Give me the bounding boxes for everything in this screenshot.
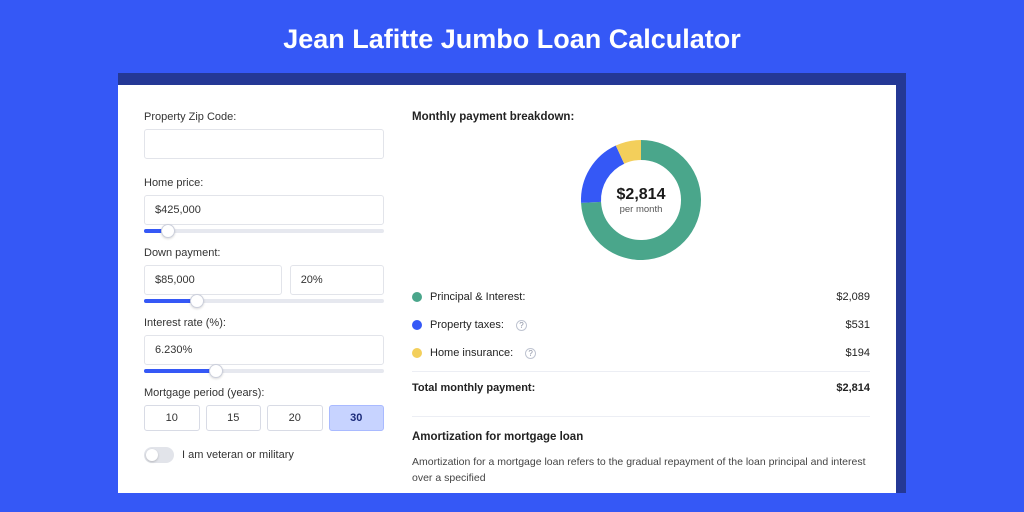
legend-dot-icon [412, 320, 422, 330]
period-option-10[interactable]: 10 [144, 405, 200, 431]
rate-input[interactable] [144, 335, 384, 365]
period-label: Mortgage period (years): [144, 387, 384, 399]
legend-amount: $2,089 [836, 291, 870, 303]
zip-label: Property Zip Code: [144, 111, 384, 123]
payment-donut-chart: $2,814 per month [576, 135, 706, 265]
page-title: Jean Lafitte Jumbo Loan Calculator [0, 0, 1024, 73]
legend-label: Principal & Interest: [430, 291, 525, 303]
legend-dot-icon [412, 348, 422, 358]
breakdown-title: Monthly payment breakdown: [412, 111, 870, 123]
period-option-30[interactable]: 30 [329, 405, 385, 431]
legend-amount: $531 [846, 319, 870, 331]
price-input[interactable] [144, 195, 384, 225]
price-label: Home price: [144, 177, 384, 189]
zip-input[interactable] [144, 129, 384, 159]
amortization-title: Amortization for mortgage loan [412, 431, 870, 443]
down-label: Down payment: [144, 247, 384, 259]
period-options: 10152030 [144, 405, 384, 431]
legend-label: Property taxes: [430, 319, 504, 331]
info-icon[interactable]: ? [516, 320, 527, 331]
legend-dot-icon [412, 292, 422, 302]
legend-row: Property taxes:? $531 [412, 311, 870, 339]
donut-sub: per month [620, 204, 663, 215]
legend-label: Home insurance: [430, 347, 513, 359]
period-option-20[interactable]: 20 [267, 405, 323, 431]
total-label: Total monthly payment: [412, 382, 535, 394]
legend: Principal & Interest: $2,089 Property taxe… [412, 283, 870, 367]
info-icon[interactable]: ? [525, 348, 536, 359]
breakdown-panel: Monthly payment breakdown: $2,814 per mo… [412, 111, 870, 493]
amortization-text: Amortization for a mortgage loan refers … [412, 455, 870, 487]
period-option-15[interactable]: 15 [206, 405, 262, 431]
inputs-panel: Property Zip Code: Home price: Down paym… [144, 111, 384, 493]
veteran-label: I am veteran or military [182, 449, 294, 461]
down-slider[interactable] [144, 299, 384, 303]
donut-amount: $2,814 [617, 186, 666, 204]
veteran-toggle[interactable] [144, 447, 174, 463]
down-amount-input[interactable] [144, 265, 282, 295]
rate-label: Interest rate (%): [144, 317, 384, 329]
down-pct-input[interactable] [290, 265, 384, 295]
price-slider[interactable] [144, 229, 384, 233]
total-amount: $2,814 [836, 382, 870, 394]
calculator-card: Property Zip Code: Home price: Down paym… [118, 73, 906, 493]
legend-row: Principal & Interest: $2,089 [412, 283, 870, 311]
legend-row: Home insurance:? $194 [412, 339, 870, 367]
rate-slider[interactable] [144, 369, 384, 373]
legend-amount: $194 [846, 347, 870, 359]
